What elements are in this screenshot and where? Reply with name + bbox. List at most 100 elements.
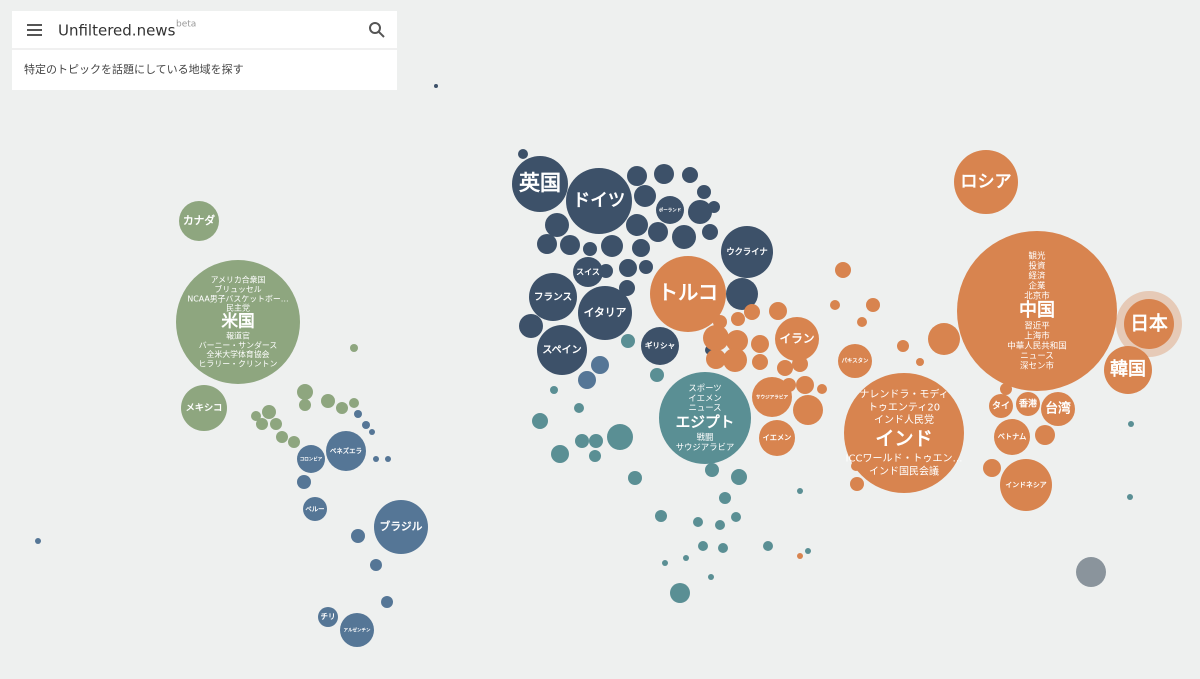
topic-label[interactable]: ナレンドラ・モディ <box>859 387 948 400</box>
minor-bubble[interactable] <box>621 334 635 348</box>
country-bubble[interactable] <box>529 273 577 321</box>
minor-bubble[interactable] <box>928 323 960 355</box>
minor-bubble[interactable] <box>578 371 596 389</box>
minor-bubble[interactable] <box>708 201 720 213</box>
country-bubble[interactable] <box>650 256 726 332</box>
minor-bubble[interactable] <box>835 262 851 278</box>
minor-bubble[interactable] <box>897 340 909 352</box>
country-bubble[interactable] <box>1041 392 1075 426</box>
country-bubble[interactable] <box>759 420 795 456</box>
country-bubble[interactable] <box>181 385 227 431</box>
country-bubble[interactable] <box>775 317 819 361</box>
topic-label[interactable]: トゥエンティ20 <box>868 402 940 413</box>
minor-bubble[interactable] <box>726 278 758 310</box>
minor-bubble[interactable] <box>373 456 379 462</box>
minor-bubble[interactable] <box>703 325 729 351</box>
country-bubble[interactable] <box>1016 392 1040 416</box>
country-bubble[interactable] <box>537 325 587 375</box>
topic-label[interactable]: 経済 <box>1028 271 1046 282</box>
minor-bubble[interactable] <box>270 418 282 430</box>
topic-label[interactable]: イエメン <box>688 393 721 403</box>
minor-bubble[interactable] <box>362 421 370 429</box>
minor-bubble[interactable] <box>537 234 557 254</box>
minor-bubble[interactable] <box>434 84 438 88</box>
minor-bubble[interactable] <box>519 314 543 338</box>
topic-label[interactable]: 習近平 <box>1024 321 1050 332</box>
minor-bubble[interactable] <box>1076 557 1106 587</box>
country-bubble[interactable] <box>176 260 300 384</box>
topic-label[interactable]: ICCワールド・トゥエン… <box>846 454 963 465</box>
minor-bubble[interactable] <box>385 456 391 462</box>
country-bubble[interactable] <box>752 377 792 417</box>
country-bubble[interactable] <box>659 372 751 464</box>
minor-bubble[interactable] <box>550 386 558 394</box>
country-bubble[interactable] <box>318 607 338 627</box>
minor-bubble[interactable] <box>693 517 703 527</box>
minor-bubble[interactable] <box>288 436 300 448</box>
country-bubble[interactable] <box>566 168 632 234</box>
topic-label[interactable]: インド人民党 <box>874 413 934 426</box>
minor-bubble[interactable] <box>697 185 711 199</box>
minor-bubble[interactable] <box>601 235 623 257</box>
minor-bubble[interactable] <box>518 149 528 159</box>
country-bubble[interactable] <box>844 373 964 493</box>
minor-bubble[interactable] <box>797 553 803 559</box>
topic-label[interactable]: 北京市 <box>1024 291 1050 302</box>
minor-bubble[interactable] <box>850 477 864 491</box>
minor-bubble[interactable] <box>1128 421 1134 427</box>
minor-bubble[interactable] <box>796 376 814 394</box>
minor-bubble[interactable] <box>589 434 603 448</box>
minor-bubble[interactable] <box>648 222 668 242</box>
menu-icon[interactable] <box>27 24 42 36</box>
minor-bubble[interactable] <box>532 413 548 429</box>
minor-bubble[interactable] <box>731 512 741 522</box>
minor-bubble[interactable] <box>575 434 589 448</box>
minor-bubble[interactable] <box>682 167 698 183</box>
minor-bubble[interactable] <box>251 411 261 421</box>
country-bubble[interactable] <box>578 286 632 340</box>
topic-label[interactable]: 戦闘 <box>697 432 714 442</box>
minor-bubble[interactable] <box>751 335 769 353</box>
minor-bubble[interactable] <box>817 384 827 394</box>
minor-bubble[interactable] <box>708 574 714 580</box>
minor-bubble[interactable] <box>632 239 650 257</box>
minor-bubble[interactable] <box>1035 425 1055 445</box>
minor-bubble[interactable] <box>349 398 359 408</box>
minor-bubble[interactable] <box>297 384 313 400</box>
minor-bubble[interactable] <box>769 302 787 320</box>
minor-bubble[interactable] <box>551 445 569 463</box>
topic-label[interactable]: スポーツ <box>688 383 721 393</box>
country-bubble[interactable] <box>340 613 374 647</box>
minor-bubble[interactable] <box>698 541 708 551</box>
minor-bubble[interactable] <box>560 235 580 255</box>
minor-bubble[interactable] <box>702 224 718 240</box>
minor-bubble[interactable] <box>706 349 726 369</box>
country-bubble[interactable] <box>641 327 679 365</box>
topic-label[interactable]: 投資 <box>1028 261 1045 272</box>
country-bubble[interactable] <box>179 201 219 241</box>
minor-bubble[interactable] <box>628 471 642 485</box>
minor-bubble[interactable] <box>634 185 656 207</box>
minor-bubble[interactable] <box>262 405 276 419</box>
topic-label[interactable]: 民主党 <box>226 303 250 313</box>
minor-bubble[interactable] <box>545 213 569 237</box>
topic-label[interactable]: インド国民会議 <box>869 465 939 478</box>
minor-bubble[interactable] <box>654 164 674 184</box>
topic-label[interactable]: 深セン市 <box>1020 361 1055 372</box>
minor-bubble[interactable] <box>744 304 760 320</box>
minor-bubble[interactable] <box>723 348 747 372</box>
minor-bubble[interactable] <box>650 368 664 382</box>
minor-bubble[interactable] <box>655 510 667 522</box>
minor-bubble[interactable] <box>627 166 647 186</box>
topic-label[interactable]: ヒラリー・クリントン <box>199 359 278 368</box>
country-bubble[interactable] <box>512 156 568 212</box>
minor-bubble[interactable] <box>381 596 393 608</box>
minor-bubble[interactable] <box>35 538 41 544</box>
country-bubble[interactable] <box>954 150 1018 214</box>
minor-bubble[interactable] <box>683 555 689 561</box>
minor-bubble[interactable] <box>672 225 696 249</box>
minor-bubble[interactable] <box>726 330 748 352</box>
topic-label[interactable]: 観光 <box>1028 251 1046 262</box>
minor-bubble[interactable] <box>350 344 358 352</box>
minor-bubble[interactable] <box>354 410 362 418</box>
